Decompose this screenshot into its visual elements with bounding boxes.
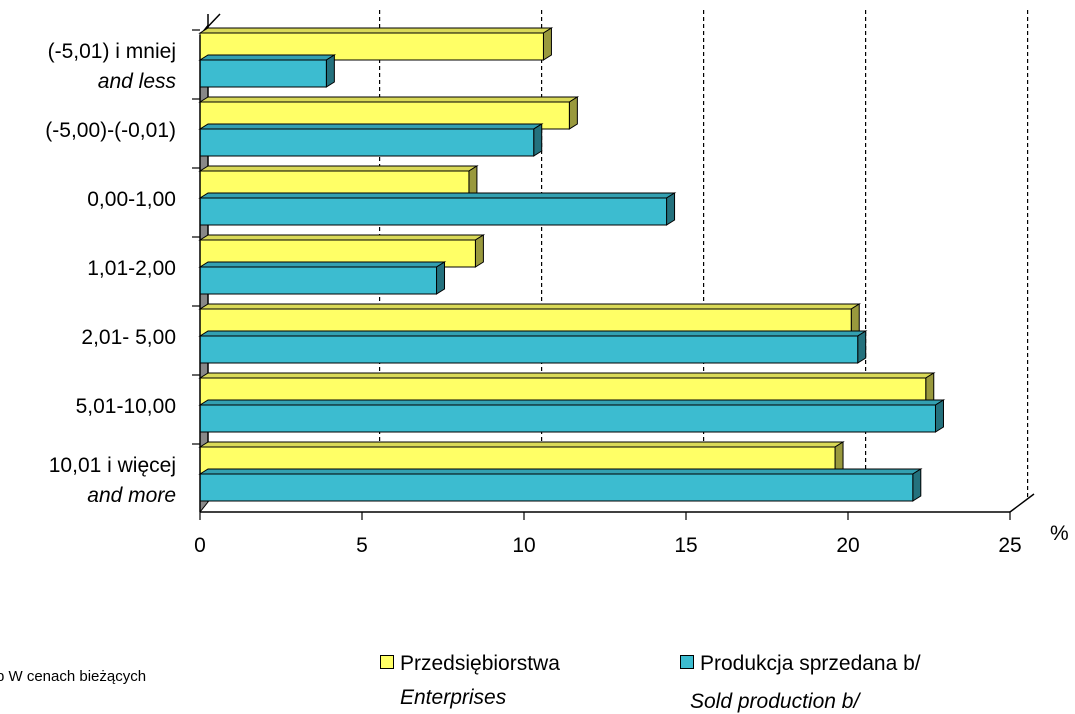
x-tick-label: 15	[674, 534, 697, 557]
legend-sub-enterprises: Enterprises	[400, 686, 507, 709]
bar-top-face	[198, 54, 337, 61]
bar-top-face	[198, 261, 447, 268]
x-tick-label: 20	[836, 534, 859, 557]
bar-side-face	[542, 27, 552, 61]
x-tick-label: 10	[512, 534, 535, 557]
category-label: 0,00-1,00	[87, 188, 176, 211]
bar-side-face	[325, 54, 335, 88]
bar-sold-production	[199, 404, 936, 433]
category-label-en: and less	[98, 70, 177, 93]
bar-sold-production	[199, 266, 438, 295]
footnote: b W cenach bieżących	[0, 668, 147, 685]
bar-top-face	[198, 192, 677, 199]
bar-top-face	[198, 27, 554, 34]
bar-top-face	[198, 399, 946, 406]
floor-edge	[1009, 493, 1035, 513]
legend-label-sold-production: Produkcja sprzedana b/	[700, 652, 921, 675]
bar-side-face	[533, 123, 543, 157]
bar-side-face	[568, 96, 578, 130]
x-tick-label: 25	[998, 534, 1021, 557]
category-label: 2,01- 5,00	[81, 326, 176, 349]
bar-top-face	[198, 372, 936, 379]
bar-top-face	[198, 234, 486, 241]
x-tick-label: 0	[194, 534, 206, 557]
bar-sold-production	[199, 197, 668, 226]
x-unit-label: %	[1050, 522, 1069, 545]
category-label: (-5,01) i mniej	[48, 40, 176, 63]
bar-side-face	[912, 468, 922, 502]
category-label-en: and more	[87, 484, 176, 507]
bar-side-face	[934, 399, 944, 433]
bar-side-face	[666, 192, 676, 226]
bar-chart: 0 5 10 15 20 25% (-5,01) i mniej and less (-5,00…	[45, 10, 1069, 557]
category-label: 1,01-2,00	[87, 257, 176, 280]
bar-sold-production	[199, 128, 535, 157]
category-label: (-5,00)-(-0,01)	[45, 119, 176, 142]
bar-side-face	[474, 234, 484, 268]
bar-top-face	[198, 165, 479, 172]
legend-item-sold-production: Produkcja sprzedana b/	[680, 652, 921, 676]
bar-top-face	[198, 96, 580, 103]
bar-top-face	[198, 303, 861, 310]
bar-top-face	[198, 441, 845, 448]
bar-sold-production	[199, 335, 859, 364]
legend-label-enterprises: Przedsiębiorstwa	[400, 652, 560, 675]
bar-side-face	[857, 330, 867, 364]
bar-top-face	[198, 123, 544, 130]
legend-sub-sold-production: Sold production b/	[690, 690, 860, 713]
x-tick-label: 5	[356, 534, 368, 557]
legend-swatch-sold-production	[680, 655, 694, 669]
bar-top-face	[198, 468, 923, 475]
legend-item-enterprises: Przedsiębiorstwa	[380, 652, 560, 676]
bar-sold-production	[199, 473, 914, 502]
category-label: 5,01-10,00	[76, 395, 176, 418]
bar-side-face	[436, 261, 446, 295]
category-label: 10,01 i więcej	[49, 454, 176, 477]
bar-top-face	[198, 330, 868, 337]
legend-swatch-enterprises	[380, 655, 394, 669]
bar-sold-production	[199, 59, 327, 88]
